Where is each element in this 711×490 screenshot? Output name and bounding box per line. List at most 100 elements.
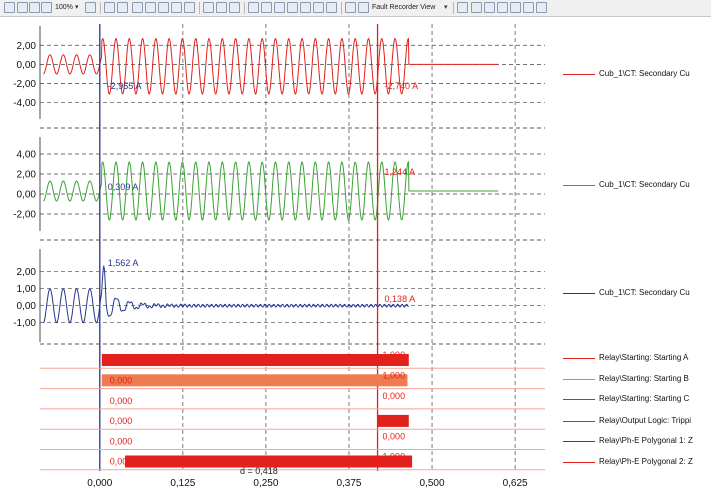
- zoom-level[interactable]: 100%: [55, 4, 73, 11]
- digital-value-right: 1,000: [383, 370, 406, 380]
- zoom-fit-icon[interactable]: [41, 2, 52, 13]
- y-tick-label: 0,00: [17, 190, 37, 201]
- bars-icon[interactable]: [216, 2, 227, 13]
- waveform-trace: [43, 160, 499, 221]
- toolbar-separator: [341, 2, 342, 14]
- legend-item[interactable]: Cub_1\CT: Secondary Cu: [563, 67, 711, 81]
- legend-swatch: [563, 421, 595, 422]
- legend-item[interactable]: Relay\Starting: Starting C: [563, 392, 711, 406]
- fit-y-icon[interactable]: [497, 2, 508, 13]
- digital-value-left: 0,000: [110, 375, 133, 385]
- y-tick-label: 0,00: [17, 60, 37, 71]
- cursor-value-label: -2,955 A: [108, 81, 142, 91]
- y-tick-label: 2,00: [17, 267, 37, 278]
- layout-icon[interactable]: [104, 2, 115, 13]
- plot-icon[interactable]: [261, 2, 272, 13]
- legend-item[interactable]: Cub_1\CT: Secondary Cu: [563, 286, 711, 300]
- plot4-icon[interactable]: [300, 2, 311, 13]
- digital-value-right: 0,000: [383, 431, 406, 441]
- digital-value-left: 0,000: [110, 396, 133, 406]
- plot2-icon[interactable]: [274, 2, 285, 13]
- info-icon[interactable]: [536, 2, 547, 13]
- cursor-distance-label: d = 0,418: [240, 466, 278, 476]
- x-tick-label: 0,125: [170, 478, 195, 489]
- cursor-value-label: -2,740 A: [385, 81, 419, 91]
- digital-bar: [101, 374, 408, 387]
- legend-swatch: [563, 441, 595, 442]
- zoom-out-icon[interactable]: [29, 2, 40, 13]
- y-tick-label: 1,00: [17, 284, 37, 295]
- save-icon[interactable]: [345, 2, 356, 13]
- marker-icon[interactable]: [158, 2, 169, 13]
- export-icon[interactable]: [326, 2, 337, 13]
- legend-swatch: [563, 462, 595, 463]
- legend-item[interactable]: Cub_1\CT: Secondary Cu: [563, 178, 711, 192]
- chart-icon[interactable]: [203, 2, 214, 13]
- toolbar-separator: [199, 2, 200, 14]
- zoom-dropdown-icon[interactable]: ▾: [75, 4, 79, 11]
- print-icon[interactable]: [457, 2, 468, 13]
- range-icon[interactable]: [171, 2, 182, 13]
- cursor-value-label: 0,138 A: [385, 294, 416, 304]
- fit-x-icon[interactable]: [484, 2, 495, 13]
- legend-label: Relay\Starting: Starting B: [599, 374, 689, 383]
- legend-item[interactable]: Relay\Output Logic: Trippi: [563, 414, 711, 428]
- axis-icon[interactable]: [132, 2, 143, 13]
- plot3-icon[interactable]: [287, 2, 298, 13]
- cursor-value-label: 1,562 A: [108, 258, 139, 268]
- zoom-in-icon[interactable]: [17, 2, 28, 13]
- legend-swatch: [563, 379, 595, 380]
- legend-item[interactable]: Relay\Ph-E Polygonal 2: Z: [563, 455, 711, 469]
- digital-bar: [125, 455, 413, 468]
- recorder-icon[interactable]: [358, 2, 369, 13]
- copy-icon[interactable]: [471, 2, 482, 13]
- refresh-icon[interactable]: [4, 2, 15, 13]
- grid-icon[interactable]: [117, 2, 128, 13]
- settings-icon[interactable]: [523, 2, 534, 13]
- y-tick-label: 0,00: [17, 301, 37, 312]
- toolbar-separator: [100, 2, 101, 14]
- table-icon[interactable]: [229, 2, 240, 13]
- y-tick-label: -2,00: [13, 210, 36, 221]
- digital-value-left: 0,000: [110, 457, 133, 467]
- align-icon[interactable]: [145, 2, 156, 13]
- digital-value-right: 1,000: [383, 452, 406, 462]
- x-tick-label: 0,250: [253, 478, 278, 489]
- waveform-trace: [43, 37, 499, 95]
- legend-item[interactable]: Relay\Starting: Starting B: [563, 372, 711, 386]
- plot5-icon[interactable]: [313, 2, 324, 13]
- legend-label: Relay\Ph-E Polygonal 2: Z: [599, 457, 693, 466]
- legend-item[interactable]: Relay\Starting: Starting A: [563, 351, 711, 365]
- digital-value-right: 1,000: [383, 350, 406, 360]
- image-icon[interactable]: [510, 2, 521, 13]
- y-tick-label: -1,00: [13, 318, 36, 329]
- y-tick-label: 2,00: [17, 170, 37, 181]
- fault-recorder-plot[interactable]: 2,00 0,00 -2,00 -4,00 4,00 2,00 0,00 -2,00 2,00 1…: [0, 17, 711, 490]
- legend-swatch: [563, 185, 595, 186]
- digital-value-left: 0,000: [110, 436, 133, 446]
- legend-label: Relay\Ph-E Polygonal 1: Z: [599, 436, 693, 445]
- legend-swatch: [563, 293, 595, 294]
- view-selector[interactable]: Fault Recorder View: [372, 4, 436, 11]
- legend-label: Relay\Output Logic: Trippi: [599, 416, 692, 425]
- legend-label: Cub_1\CT: Secondary Cu: [599, 69, 690, 78]
- x-tick-label: 0,500: [420, 478, 445, 489]
- legend-label: Cub_1\CT: Secondary Cu: [599, 180, 690, 189]
- legend-item[interactable]: Relay\Ph-E Polygonal 1: Z: [563, 434, 711, 448]
- y-tick-label: 4,00: [17, 150, 37, 161]
- view-dropdown-icon[interactable]: ▾: [444, 4, 448, 11]
- toolbar-separator: [244, 2, 245, 14]
- cursor-value-label: 1,244 A: [385, 167, 416, 177]
- x-tick-label: 0,375: [336, 478, 361, 489]
- digital-value-right: 0,000: [383, 391, 406, 401]
- legend-label: Cub_1\CT: Secondary Cu: [599, 288, 690, 297]
- x-tick-label: 0,625: [503, 478, 528, 489]
- y-tick-label: -2,00: [13, 79, 36, 90]
- legend-label: Relay\Starting: Starting A: [599, 353, 689, 362]
- cursor-icon[interactable]: [184, 2, 195, 13]
- edit-icon[interactable]: [248, 2, 259, 13]
- pan-icon[interactable]: [85, 2, 96, 13]
- legend-swatch: [563, 399, 595, 400]
- legend-swatch: [563, 74, 595, 75]
- digital-value-left: 0,000: [110, 355, 133, 365]
